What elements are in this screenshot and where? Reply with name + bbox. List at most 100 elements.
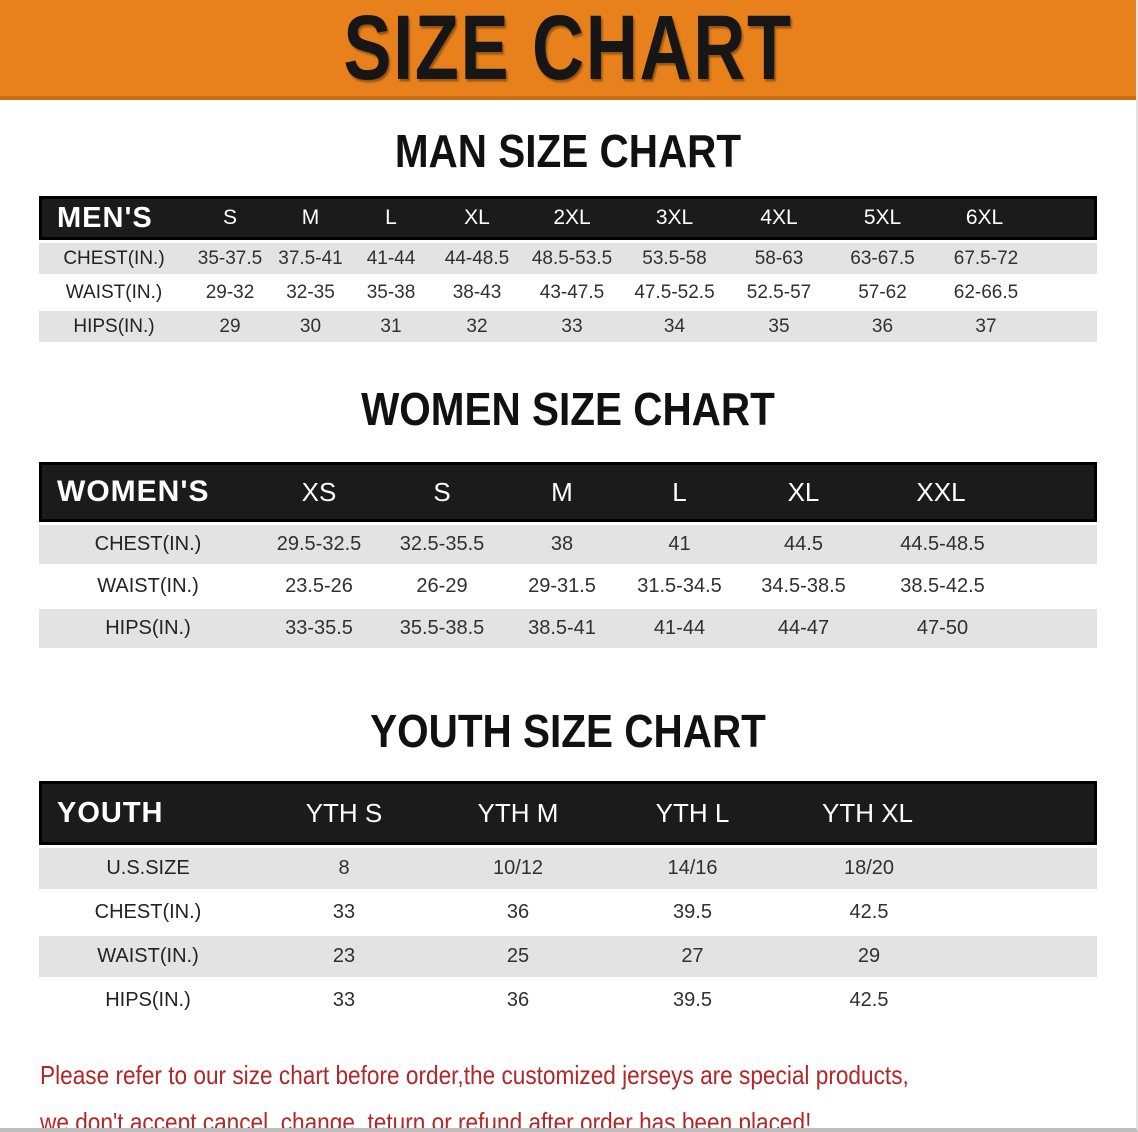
section-mens: MAN SIZE CHART MEN'S S M L XL 2XL 3XL 4XL 5XL 6XL C… bbox=[0, 126, 1136, 345]
size-value-cell: 29-32 bbox=[189, 277, 271, 308]
size-value-cell: 25 bbox=[431, 936, 605, 977]
size-value-cell: 26-29 bbox=[381, 567, 503, 606]
size-value-cell: 43-47.5 bbox=[522, 277, 622, 308]
size-column-header: YTH M bbox=[431, 781, 605, 845]
size-value-cell: 35-38 bbox=[350, 277, 432, 308]
size-value-cell: 32-35 bbox=[271, 277, 350, 308]
row-label: HIPS(IN.) bbox=[39, 311, 189, 342]
size-value-cell: 47-50 bbox=[869, 609, 1097, 648]
section-youth: YOUTH SIZE CHART YOUTH YTH S YTH M YTH L YTH … bbox=[0, 706, 1136, 1024]
size-value-cell: 44-47 bbox=[738, 609, 869, 648]
size-value-cell: 44.5-48.5 bbox=[869, 525, 1097, 564]
table-row: CHEST(IN.) 33 36 39.5 42.5 bbox=[39, 892, 1097, 933]
size-value-cell: 36 bbox=[431, 892, 605, 933]
size-column-header: L bbox=[350, 196, 432, 240]
size-value-cell: 31 bbox=[350, 311, 432, 342]
size-column-header: S bbox=[381, 462, 503, 522]
row-label: CHEST(IN.) bbox=[39, 243, 189, 274]
size-value-cell: 39.5 bbox=[605, 892, 780, 933]
section-title-mens: MAN SIZE CHART bbox=[394, 125, 742, 177]
size-value-cell: 38.5-41 bbox=[503, 609, 621, 648]
size-value-cell: 44-48.5 bbox=[432, 243, 522, 274]
size-value-cell: 38 bbox=[503, 525, 621, 564]
size-value-cell: 8 bbox=[257, 848, 431, 889]
size-value-cell: 35.5-38.5 bbox=[381, 609, 503, 648]
table-row: U.S.SIZE 8 10/12 14/16 18/20 bbox=[39, 848, 1097, 889]
row-label: WAIST(IN.) bbox=[39, 936, 257, 977]
size-value-cell: 47.5-52.5 bbox=[622, 277, 727, 308]
size-value-cell: 34 bbox=[622, 311, 727, 342]
table-row: WAIST(IN.) 29-32 32-35 35-38 38-43 43-47.5 47.… bbox=[39, 277, 1097, 308]
disclaimer-line-2: we don't accept cancel, change, teturn o… bbox=[40, 1107, 812, 1132]
size-column-header: YTH L bbox=[605, 781, 780, 845]
size-value-cell: 41-44 bbox=[621, 609, 738, 648]
table-row: HIPS(IN.) 29 30 31 32 33 34 35 36 37 bbox=[39, 311, 1097, 342]
size-value-cell: 35-37.5 bbox=[189, 243, 271, 274]
size-value-cell: 44.5 bbox=[738, 525, 869, 564]
size-value-cell: 23.5-26 bbox=[257, 567, 381, 606]
size-value-cell: 29 bbox=[780, 936, 1097, 977]
size-value-cell: 32.5-35.5 bbox=[381, 525, 503, 564]
size-value-cell: 48.5-53.5 bbox=[522, 243, 622, 274]
size-column-header: XL bbox=[738, 462, 869, 522]
size-value-cell: 34.5-38.5 bbox=[738, 567, 869, 606]
size-value-cell: 37.5-41 bbox=[271, 243, 350, 274]
size-value-cell: 35 bbox=[727, 311, 831, 342]
table-header-row: WOMEN'S XS S M L XL XXL bbox=[39, 462, 1097, 522]
size-column-header: M bbox=[503, 462, 621, 522]
size-value-cell: 27 bbox=[605, 936, 780, 977]
size-value-cell: 23 bbox=[257, 936, 431, 977]
page-title: SIZE CHART bbox=[343, 0, 793, 99]
size-value-cell: 33 bbox=[522, 311, 622, 342]
size-value-cell: 18/20 bbox=[780, 848, 1097, 889]
size-value-cell: 67.5-72 bbox=[934, 243, 1097, 274]
size-value-cell: 32 bbox=[432, 311, 522, 342]
table-row: HIPS(IN.) 33 36 39.5 42.5 bbox=[39, 980, 1097, 1021]
row-label: CHEST(IN.) bbox=[39, 892, 257, 933]
size-value-cell: 53.5-58 bbox=[622, 243, 727, 274]
table-row: CHEST(IN.) 29.5-32.5 32.5-35.5 38 41 44.5 44.5… bbox=[39, 525, 1097, 564]
row-label: U.S.SIZE bbox=[39, 848, 257, 889]
section-title-youth: YOUTH SIZE CHART bbox=[370, 705, 766, 757]
table-row: WAIST(IN.) 23 25 27 29 bbox=[39, 936, 1097, 977]
size-column-header: XS bbox=[257, 462, 381, 522]
mens-size-table: MEN'S S M L XL 2XL 3XL 4XL 5XL 6XL CHEST(IN.) 35-37… bbox=[39, 193, 1097, 345]
section-title-womens: WOMEN SIZE CHART bbox=[361, 383, 775, 435]
size-value-cell: 30 bbox=[271, 311, 350, 342]
table-header-row: MEN'S S M L XL 2XL 3XL 4XL 5XL 6XL bbox=[39, 196, 1097, 240]
row-label: HIPS(IN.) bbox=[39, 609, 257, 648]
size-value-cell: 29-31.5 bbox=[503, 567, 621, 606]
size-column-header: S bbox=[189, 196, 271, 240]
size-value-cell: 42.5 bbox=[780, 980, 1097, 1021]
size-value-cell: 38.5-42.5 bbox=[869, 567, 1097, 606]
size-value-cell: 33 bbox=[257, 892, 431, 933]
table-row: WAIST(IN.) 23.5-26 26-29 29-31.5 31.5-34.5 34… bbox=[39, 567, 1097, 606]
size-column-header: YTH XL bbox=[780, 781, 1097, 845]
size-value-cell: 33 bbox=[257, 980, 431, 1021]
size-value-cell: 37 bbox=[934, 311, 1097, 342]
table-header-row: YOUTH YTH S YTH M YTH L YTH XL bbox=[39, 781, 1097, 845]
size-value-cell: 29 bbox=[189, 311, 271, 342]
disclaimer: Please refer to our size chart before or… bbox=[40, 1052, 1136, 1132]
youth-size-table: YOUTH YTH S YTH M YTH L YTH XL U.S.SIZE 8 10/12… bbox=[39, 778, 1097, 1024]
size-column-header: 5XL bbox=[831, 196, 934, 240]
size-column-header: 3XL bbox=[622, 196, 727, 240]
size-column-header: 4XL bbox=[727, 196, 831, 240]
size-value-cell: 33-35.5 bbox=[257, 609, 381, 648]
size-column-header: 2XL bbox=[522, 196, 622, 240]
table-row: CHEST(IN.) 35-37.5 37.5-41 41-44 44-48.5 48.5… bbox=[39, 243, 1097, 274]
size-column-header: XL bbox=[432, 196, 522, 240]
row-label: HIPS(IN.) bbox=[39, 980, 257, 1021]
table-header-label: MEN'S bbox=[39, 196, 189, 240]
size-value-cell: 31.5-34.5 bbox=[621, 567, 738, 606]
table-header-label: YOUTH bbox=[39, 781, 257, 845]
size-value-cell: 41-44 bbox=[350, 243, 432, 274]
size-column-header: XXL bbox=[869, 462, 1097, 522]
size-column-header: M bbox=[271, 196, 350, 240]
size-value-cell: 57-62 bbox=[831, 277, 934, 308]
size-value-cell: 38-43 bbox=[432, 277, 522, 308]
size-value-cell: 42.5 bbox=[780, 892, 1097, 933]
banner: SIZE CHART bbox=[0, 0, 1136, 100]
size-chart-sections: MAN SIZE CHART MEN'S S M L XL 2XL 3XL 4XL 5XL 6XL C… bbox=[0, 126, 1136, 1024]
